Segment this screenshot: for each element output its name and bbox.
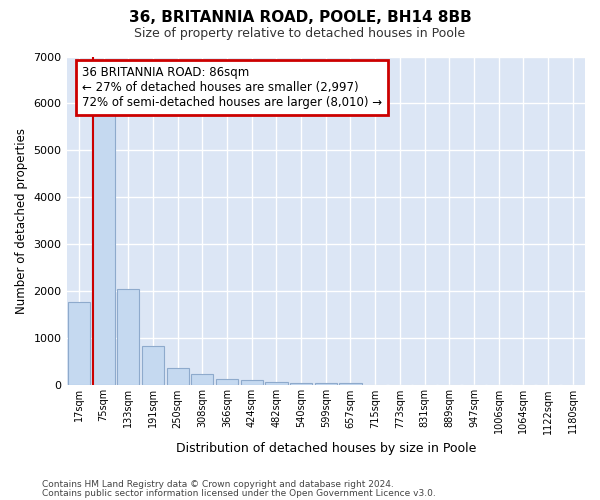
Bar (117, 288, 139, 386)
Bar (167, 368, 189, 386)
Bar (92, 114, 115, 386)
Text: Contains public sector information licensed under the Open Government Licence v3: Contains public sector information licen… (42, 488, 436, 498)
Text: Size of property relative to detached houses in Poole: Size of property relative to detached ho… (134, 28, 466, 40)
Bar (265, 382, 287, 386)
Bar (142, 346, 164, 386)
X-axis label: Distribution of detached houses by size in Poole: Distribution of detached houses by size … (176, 442, 476, 455)
Bar (241, 380, 263, 386)
Bar (216, 380, 238, 386)
Text: 36 BRITANNIA ROAD: 86sqm
← 27% of detached houses are smaller (2,997)
72% of sem: 36 BRITANNIA ROAD: 86sqm ← 27% of detach… (82, 66, 382, 110)
Bar (290, 382, 312, 386)
Text: Contains HM Land Registry data © Crown copyright and database right 2024.: Contains HM Land Registry data © Crown c… (42, 480, 394, 489)
Text: 36, BRITANNIA ROAD, POOLE, BH14 8BB: 36, BRITANNIA ROAD, POOLE, BH14 8BB (128, 10, 472, 25)
Bar (314, 383, 337, 386)
Bar (191, 374, 214, 386)
Y-axis label: Number of detached properties: Number of detached properties (15, 128, 28, 314)
Bar (68, 302, 90, 386)
Bar (340, 383, 362, 386)
